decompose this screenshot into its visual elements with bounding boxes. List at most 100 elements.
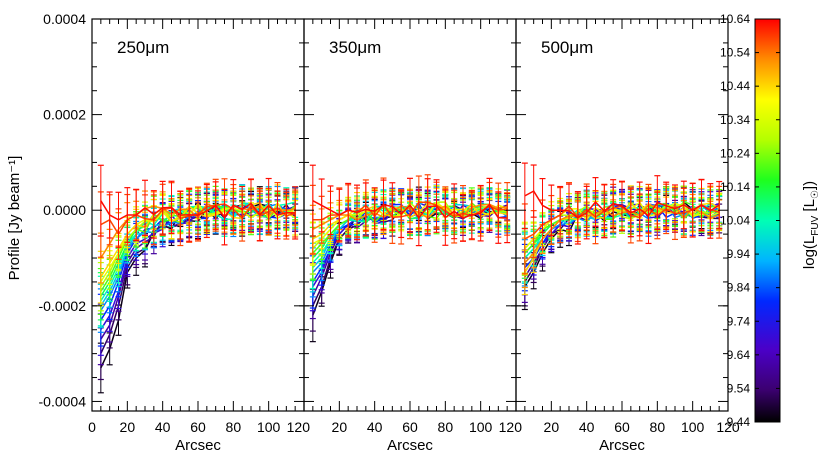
colorbar-tick-label: 10.14 bbox=[720, 180, 750, 194]
x-tick-label: 40 bbox=[155, 419, 171, 435]
panel-title: 250μm bbox=[117, 38, 169, 57]
error-bar bbox=[716, 180, 723, 229]
colorbar-tick-label: 10.44 bbox=[720, 79, 750, 93]
error-bar bbox=[707, 183, 714, 239]
panel-3: 500μm bbox=[515, 18, 729, 412]
panel-3-series bbox=[521, 162, 723, 311]
x-tick-label: 60 bbox=[614, 419, 630, 435]
error-bar bbox=[645, 187, 652, 245]
error-bar bbox=[548, 184, 555, 236]
error-bar bbox=[477, 184, 484, 242]
error-bar bbox=[663, 181, 670, 230]
panel-title: 500μm bbox=[541, 38, 593, 57]
colorbar-tick-label: 10.04 bbox=[720, 214, 750, 228]
error-bar bbox=[274, 190, 281, 240]
error-bar bbox=[583, 185, 590, 240]
error-bar bbox=[230, 179, 237, 232]
panel-1-series bbox=[97, 164, 299, 394]
error-bar bbox=[336, 188, 343, 242]
error-bar bbox=[592, 177, 599, 227]
error-bar bbox=[398, 190, 405, 239]
colorbar-tick-label: 9.44 bbox=[727, 415, 751, 429]
x-axis-label: Arcsec bbox=[175, 437, 221, 454]
colorbar-tick-label: 9.74 bbox=[727, 314, 751, 328]
error-bar bbox=[389, 182, 396, 231]
error-bar bbox=[106, 191, 113, 239]
colorbar-tick-label: 10.24 bbox=[720, 146, 750, 160]
error-bar bbox=[424, 178, 431, 235]
error-bar bbox=[468, 190, 475, 240]
x-tick-label: 80 bbox=[226, 419, 242, 435]
error-bar bbox=[407, 177, 413, 233]
error-bar bbox=[177, 190, 184, 240]
error-bar bbox=[239, 185, 246, 234]
error-bar bbox=[292, 186, 299, 240]
error-bar bbox=[354, 184, 360, 241]
x-tick-label: 20 bbox=[332, 419, 348, 435]
x-tick-label: 60 bbox=[190, 419, 206, 435]
x-tick-label: 100 bbox=[257, 419, 281, 435]
colorbar-tick-label: 9.54 bbox=[727, 381, 751, 395]
error-bar bbox=[362, 182, 369, 237]
error-bar bbox=[168, 180, 175, 235]
x-tick-label: 100 bbox=[681, 419, 705, 435]
colorbar-tick-label: 10.34 bbox=[720, 113, 750, 127]
error-bar bbox=[195, 190, 201, 241]
error-bar bbox=[689, 182, 696, 238]
x-tick-label: 80 bbox=[438, 419, 454, 435]
x-tick-label: 60 bbox=[402, 419, 418, 435]
error-bar bbox=[530, 164, 537, 218]
error-bar bbox=[610, 179, 617, 228]
error-bar bbox=[460, 194, 466, 242]
error-bar bbox=[574, 191, 581, 245]
error-bar bbox=[345, 182, 352, 238]
x-tick-label: 100 bbox=[469, 419, 493, 435]
x-tick-labels: 0 20 40 60 80 100 120 20 40 60 80 100 120 20 40 60 80 100… bbox=[88, 419, 740, 435]
error-bar bbox=[115, 191, 122, 248]
colorbar-tick-label: 10.64 bbox=[720, 12, 750, 26]
error-bar bbox=[371, 187, 378, 236]
error-bar bbox=[636, 181, 643, 237]
x-tick-label: 20 bbox=[120, 419, 136, 435]
colorbar-label: log(LFUV [L☉]) bbox=[801, 181, 821, 269]
error-bar bbox=[380, 179, 387, 231]
panel-2-series bbox=[309, 164, 511, 343]
colorbar-tick-label: 10.54 bbox=[720, 46, 750, 60]
x-tick-label: 120 bbox=[499, 419, 523, 435]
error-bar bbox=[318, 178, 325, 233]
error-bar bbox=[601, 184, 608, 238]
y-axis-label: Profile [Jy beam⁻¹] bbox=[6, 156, 23, 281]
error-bar bbox=[142, 179, 148, 236]
error-bar bbox=[566, 183, 572, 239]
x-axis-label: Arcsec bbox=[599, 437, 645, 454]
error-bar bbox=[283, 188, 290, 237]
x-tick-label: 120 bbox=[716, 419, 740, 435]
error-bar bbox=[124, 187, 131, 243]
panel-2: 350μm bbox=[303, 18, 517, 412]
error-bar bbox=[654, 175, 661, 230]
error-bar bbox=[627, 188, 634, 238]
error-bar bbox=[309, 164, 316, 237]
x-axis-labels: Arcsec Arcsec Arcsec bbox=[175, 437, 645, 454]
y-tick-label: 0.0002 bbox=[43, 107, 86, 123]
x-tick-label: 80 bbox=[650, 419, 666, 435]
series-line bbox=[97, 164, 299, 248]
error-bar bbox=[698, 178, 705, 231]
x-tick-label: 120 bbox=[287, 419, 311, 435]
error-bar bbox=[433, 179, 440, 233]
error-bar bbox=[248, 178, 254, 229]
error-bar bbox=[186, 187, 193, 242]
y-tick-label: 0.0000 bbox=[43, 202, 86, 218]
x-tick-label: 40 bbox=[367, 419, 383, 435]
colorbar-tick-label: 9.94 bbox=[727, 247, 751, 261]
colorbar-tick-label: 9.64 bbox=[727, 348, 751, 362]
error-bar bbox=[133, 188, 140, 242]
error-bar bbox=[256, 188, 263, 242]
error-bar bbox=[442, 189, 449, 246]
panel-1: 250μm bbox=[91, 18, 305, 412]
colorbar: 10.64 10.54 10.44 10.34 10.24 10.14 10.04 9.94 9… bbox=[720, 12, 821, 429]
error-bar bbox=[451, 183, 458, 240]
error-bar bbox=[327, 185, 334, 236]
error-bar bbox=[495, 191, 502, 244]
